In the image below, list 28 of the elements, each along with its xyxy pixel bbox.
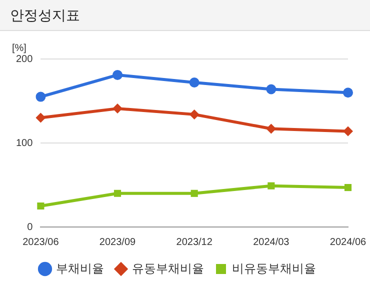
y-tick-label: 0: [27, 222, 34, 233]
point: [268, 182, 275, 190]
legend-label: 유동부채비율: [132, 261, 204, 276]
point: [36, 92, 46, 102]
point: [266, 124, 276, 134]
point: [114, 190, 122, 197]
point: [190, 190, 198, 197]
point: [37, 202, 44, 210]
y-tick-label: 100: [16, 138, 34, 149]
point: [36, 112, 46, 123]
x-tick-label: 2023/09: [99, 236, 136, 248]
point: [343, 126, 353, 136]
y-axis-title: [%]: [12, 42, 27, 54]
point: [189, 109, 200, 120]
chart-title: 안정성지표: [0, 0, 370, 31]
legend-label: 부채비율: [56, 261, 104, 276]
legend-label: 비유동부채비율: [232, 261, 316, 276]
x-tick-label: 2024/06: [330, 236, 367, 248]
point: [266, 84, 276, 94]
point: [343, 88, 353, 98]
point: [344, 184, 352, 192]
x-tick-label: 2023/06: [22, 236, 60, 248]
point: [112, 70, 123, 80]
x-tick-label: 2023/12: [176, 236, 213, 248]
point: [189, 78, 200, 88]
y-tick-label: 200: [16, 54, 34, 65]
point: [112, 104, 123, 114]
x-tick-label: 2024/03: [253, 236, 290, 248]
